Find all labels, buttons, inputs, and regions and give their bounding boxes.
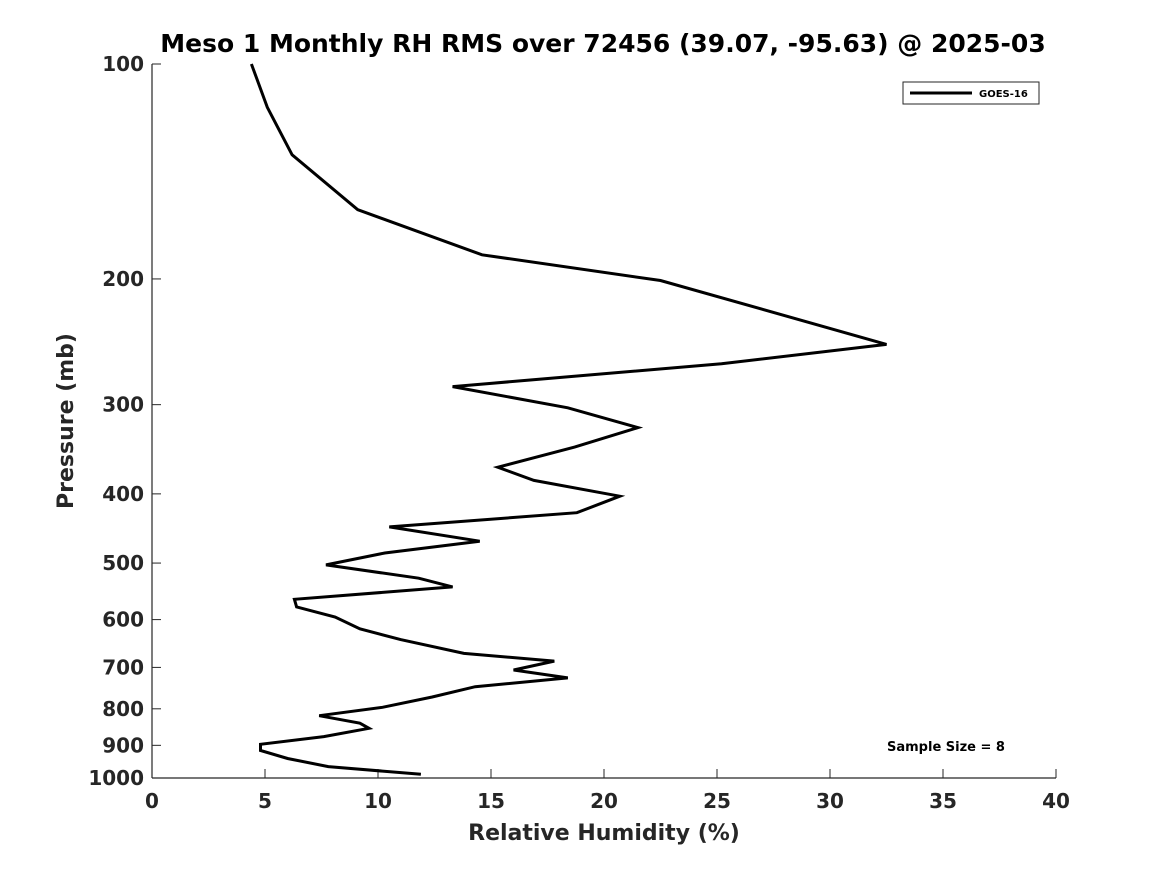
y-tick-label: 200 bbox=[102, 267, 144, 291]
y-ticks: 100 200 300 400 500 600 700 800 900 1000 bbox=[88, 52, 161, 790]
x-ticks: 0 5 10 15 20 25 30 35 40 bbox=[145, 769, 1070, 813]
legend-label-goes-16: GOES-16 bbox=[979, 89, 1028, 100]
x-axis-label: Relative Humidity (%) bbox=[468, 821, 740, 846]
y-tick-label: 1000 bbox=[88, 766, 144, 790]
y-tick-label: 900 bbox=[102, 733, 144, 757]
chart-title: Meso 1 Monthly RH RMS over 72456 (39.07,… bbox=[160, 29, 1045, 58]
x-tick-label: 0 bbox=[145, 789, 159, 813]
y-axis-label: Pressure (mb) bbox=[54, 333, 79, 509]
y-tick-label: 400 bbox=[102, 482, 144, 506]
y-tick-label: 700 bbox=[102, 655, 144, 679]
y-tick-label: 300 bbox=[102, 393, 144, 417]
legend: GOES-16 bbox=[902, 81, 1040, 105]
x-tick-label: 40 bbox=[1042, 789, 1070, 813]
y-tick-label: 600 bbox=[102, 608, 144, 632]
y-tick-label: 100 bbox=[102, 52, 144, 76]
series-line-goes-16 bbox=[249, 63, 887, 776]
plot-area bbox=[152, 64, 1056, 778]
x-tick-label: 10 bbox=[364, 789, 392, 813]
sample-size-annotation: Sample Size = 8 bbox=[887, 740, 1005, 755]
x-tick-label: 30 bbox=[816, 789, 844, 813]
x-tick-label: 15 bbox=[477, 789, 505, 813]
y-tick-label: 800 bbox=[102, 697, 144, 721]
x-tick-label: 20 bbox=[590, 789, 618, 813]
x-tick-label: 25 bbox=[703, 789, 731, 813]
x-tick-label: 5 bbox=[258, 789, 272, 813]
x-tick-label: 35 bbox=[929, 789, 957, 813]
y-tick-label: 500 bbox=[102, 551, 144, 575]
series-group bbox=[249, 63, 887, 776]
